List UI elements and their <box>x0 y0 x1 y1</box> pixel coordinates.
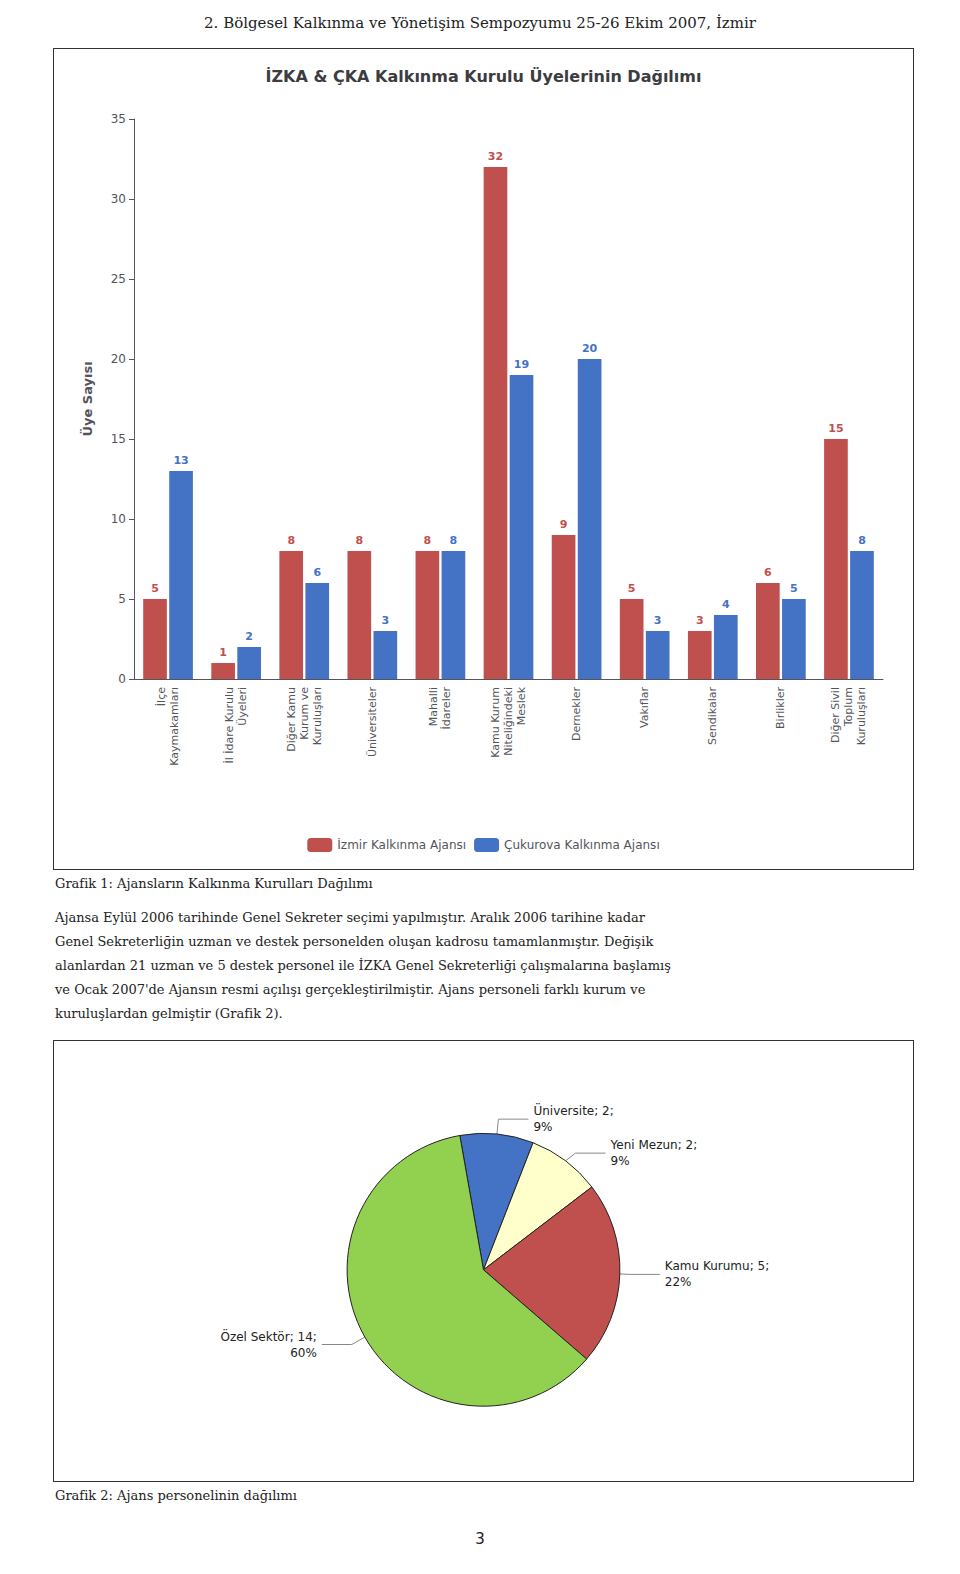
svg-text:10: 10 <box>111 512 126 526</box>
svg-text:3: 3 <box>654 614 662 627</box>
svg-text:İZKA & ÇKA Kalkınma Kurulu Üye: İZKA & ÇKA Kalkınma Kurulu Üyelerinin Da… <box>266 67 702 86</box>
svg-text:3: 3 <box>382 614 390 627</box>
svg-text:9%: 9% <box>611 1154 630 1168</box>
svg-text:13: 13 <box>173 454 188 467</box>
svg-text:5: 5 <box>118 592 126 606</box>
svg-text:15: 15 <box>111 432 126 446</box>
svg-text:9: 9 <box>560 518 568 531</box>
svg-text:İzmir Kalkınma Ajansı: İzmir Kalkınma Ajansı <box>337 837 466 852</box>
svg-text:Diğer Kamu: Diğer Kamu <box>285 687 298 752</box>
svg-text:İdareler: İdareler <box>440 687 453 730</box>
svg-text:Kaymakamları: Kaymakamları <box>168 687 181 766</box>
html-text:2. Bölgesel Kalkınma ve Yöneti: 2. Bölgesel Kalkınma ve Yönetişim Sempoz… <box>204 14 756 32</box>
svg-text:4: 4 <box>722 598 730 611</box>
svg-text:Kamu Kurumu; 5;: Kamu Kurumu; 5; <box>665 1259 769 1273</box>
svg-text:19: 19 <box>514 358 529 371</box>
svg-text:3: 3 <box>696 614 704 627</box>
html-text:3: 3 <box>475 1530 485 1548</box>
svg-text:Kuruluşları: Kuruluşları <box>311 687 324 745</box>
svg-text:8: 8 <box>355 534 363 547</box>
html-text:Ajansa Eylül 2006 tarihinde Ge: Ajansa Eylül 2006 tarihinde Genel Sekret… <box>55 910 646 925</box>
svg-text:Kuruluşları: Kuruluşları <box>855 687 868 745</box>
svg-text:1: 1 <box>219 646 227 659</box>
svg-text:Diğer Sivil: Diğer Sivil <box>829 687 842 743</box>
html-text:Grafik 2: Ajans personelinin d: Grafik 2: Ajans personelinin dağılımı <box>55 1488 297 1503</box>
svg-text:15: 15 <box>828 422 843 435</box>
svg-text:Dernekler: Dernekler <box>570 687 583 742</box>
svg-text:2: 2 <box>245 630 253 643</box>
svg-text:20: 20 <box>111 352 126 366</box>
svg-text:60%: 60% <box>290 1346 317 1360</box>
svg-text:9%: 9% <box>533 1120 552 1134</box>
svg-text:Sendikalar: Sendikalar <box>706 687 719 745</box>
svg-text:5: 5 <box>151 582 159 595</box>
html-text:ve Ocak 2007'de Ajansın resmi: ve Ocak 2007'de Ajansın resmi açılışı ge… <box>55 982 646 997</box>
svg-text:Birlikler: Birlikler <box>774 687 787 729</box>
svg-text:25: 25 <box>111 272 126 286</box>
html-text:Grafik 1: Ajansların Kalkınma: Grafik 1: Ajansların Kalkınma Kurulları … <box>55 876 373 891</box>
svg-text:İlçe: İlçe <box>155 687 168 706</box>
svg-text:Meslek: Meslek <box>515 686 528 725</box>
svg-text:Üniversite; 2;: Üniversite; 2; <box>533 1102 613 1118</box>
svg-text:30: 30 <box>111 192 126 206</box>
svg-text:6: 6 <box>764 566 772 579</box>
svg-text:Vakıflar: Vakıflar <box>638 687 651 729</box>
svg-text:Toplum: Toplum <box>842 687 855 727</box>
svg-text:Üyeleri: Üyeleri <box>236 687 249 726</box>
svg-text:8: 8 <box>287 534 295 547</box>
svg-text:Kurum ve: Kurum ve <box>298 687 311 740</box>
svg-text:8: 8 <box>424 534 432 547</box>
svg-text:İl İdare Kurulu: İl İdare Kurulu <box>223 687 236 763</box>
svg-text:Niteliğindeki: Niteliğindeki <box>502 687 515 756</box>
svg-text:Yeni Mezun; 2;: Yeni Mezun; 2; <box>610 1138 698 1152</box>
svg-text:8: 8 <box>450 534 458 547</box>
svg-text:20: 20 <box>582 342 598 355</box>
svg-text:35: 35 <box>111 112 126 126</box>
svg-text:32: 32 <box>488 150 503 163</box>
svg-text:Mahalli: Mahalli <box>427 687 440 726</box>
svg-text:Kamu Kurum: Kamu Kurum <box>489 687 502 758</box>
svg-text:0: 0 <box>118 672 126 686</box>
svg-text:Özel Sektör; 14;: Özel Sektör; 14; <box>220 1328 316 1344</box>
svg-text:6: 6 <box>313 566 321 579</box>
html-text:Genel Sekreterliğin uzman ve d: Genel Sekreterliğin uzman ve destek pers… <box>55 934 654 949</box>
svg-text:Çukurova Kalkınma Ajansı: Çukurova Kalkınma Ajansı <box>504 838 660 852</box>
svg-text:5: 5 <box>628 582 636 595</box>
svg-text:8: 8 <box>858 534 866 547</box>
html-text:kuruluşlardan gelmiştir (Grafi: kuruluşlardan gelmiştir (Grafik 2). <box>55 1006 283 1021</box>
svg-text:Üye Sayısı: Üye Sayısı <box>80 361 95 436</box>
svg-text:5: 5 <box>790 582 798 595</box>
html-text:alanlardan 21 uzman ve 5 deste: alanlardan 21 uzman ve 5 destek personel… <box>55 958 671 973</box>
svg-text:22%: 22% <box>665 1275 692 1289</box>
svg-text:Üniversiteler: Üniversiteler <box>366 687 379 758</box>
